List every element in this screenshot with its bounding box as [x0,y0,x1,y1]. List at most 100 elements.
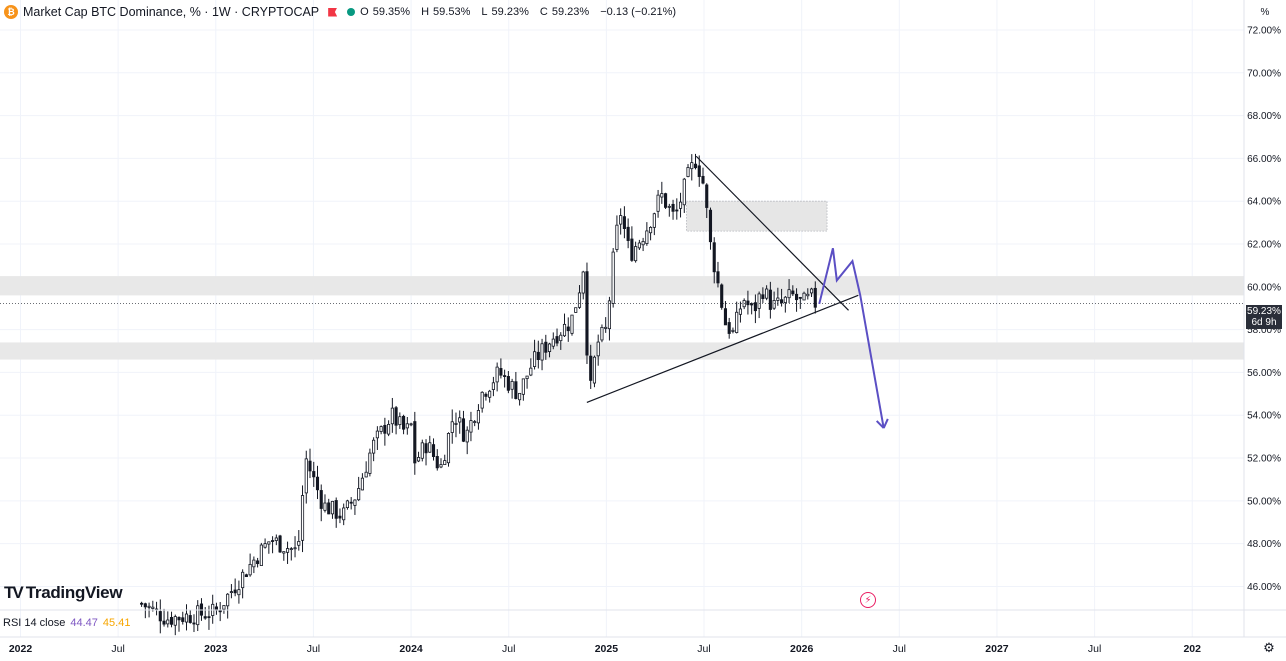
market-status-dot-icon [347,8,356,16]
candle-body [473,421,477,423]
time-tick-label: Jul [502,643,515,655]
candle-body [196,605,200,626]
candle-body [581,271,585,294]
candle-body [252,559,256,568]
chart-grid [0,0,1244,637]
candle-body [375,430,379,439]
price-tick-label: 56.00% [1247,368,1281,379]
candle-body [761,294,765,299]
candle-body [476,410,480,424]
candle-body [308,460,312,472]
candle-body [484,393,488,397]
ohlc-values: O 59.35% H 59.53% L 59.23% C 59.23% −0.13 (−… [360,6,680,18]
candle-body [772,300,776,309]
candle-body [398,416,402,426]
candle-body [222,605,226,610]
candle-body [368,452,372,474]
candle-body [158,611,162,622]
candle-body [345,500,349,508]
candle-body [289,548,293,551]
candle-body [349,501,353,504]
candle-body [533,351,537,367]
change-value: −0.13 (−0.21%) [600,6,677,18]
candle-body [619,215,623,225]
rsi-legend[interactable]: RSI 14 close 44.47 45.41 [3,617,130,629]
symbol-title[interactable]: Market Cap BTC Dominance, % · 1W · CRYPT… [23,5,320,19]
price-tick-label: 70.00% [1247,68,1281,79]
candle-body [166,619,170,625]
candle-body [660,193,664,198]
settings-gear-icon[interactable]: ⚙ [1263,640,1275,655]
candle-body [544,341,548,353]
candle-body [226,593,230,607]
candle-body [184,613,189,623]
candle-body [634,246,638,262]
candle-body [177,616,181,621]
candle-body [536,351,540,360]
candle-body [693,163,698,169]
candle-body [394,407,398,426]
flag-icon[interactable] [328,7,338,17]
scale-unit-label[interactable]: % [1260,6,1270,18]
candle-body [495,366,499,383]
candle-body [383,424,387,434]
price-tick-label: 66.00% [1247,154,1281,165]
candle-body [402,415,406,430]
current-price-value: 59.23% [1247,306,1281,317]
candle-body [233,589,237,594]
candle-body [431,444,436,457]
candle-body [540,343,544,361]
candle-body [768,289,772,310]
candle-body [330,500,335,515]
candle-body [323,502,327,511]
candle-body [716,271,720,284]
price-tick-label: 64.00% [1247,197,1281,208]
candle-body [555,336,559,344]
candle-body [731,329,735,332]
time-tick-label: 2023 [204,643,228,655]
logo-text: TradingView [25,583,123,602]
candle-body [282,551,286,554]
candle-body [686,167,690,177]
time-tick-label: 2026 [790,643,814,655]
candle-body [439,464,443,468]
candle-body [420,442,424,459]
candle-body [334,500,338,519]
candle-body [443,460,447,465]
candle-body [278,535,282,553]
close-label: C [539,6,548,18]
chart-drawings [0,155,1244,429]
candle-body [297,541,301,546]
candle-body [592,356,597,384]
candle-body [562,323,567,337]
alert-event-icon[interactable]: ⚡ [860,592,876,608]
candle-body [357,488,361,501]
projection-arrowhead [875,420,885,429]
candle-body [802,292,806,301]
candle-body [630,238,634,261]
time-tick-label: Jul [697,643,710,655]
time-tick-label: 2022 [9,643,33,655]
candle-body [566,326,570,332]
candle-body [585,271,589,356]
candle-body [461,418,466,442]
candle-body [207,616,211,619]
candle-body [757,293,761,309]
candle-body [514,381,518,399]
candle-body [409,423,413,426]
tradingview-logo[interactable]: TV TradingView [4,583,123,603]
candle-body [312,471,316,478]
candle-body [637,242,641,249]
time-tick-label: 202 [1183,643,1201,655]
candle-body [641,241,645,246]
candle-body [271,540,275,542]
candle-body [416,457,421,462]
candle-body [387,423,391,435]
candle-body [413,421,417,464]
close-value: 59.23% [551,6,590,18]
candle-body [671,203,675,212]
candle-body [454,422,458,425]
candle-body [450,421,454,433]
candle-body [188,615,192,623]
